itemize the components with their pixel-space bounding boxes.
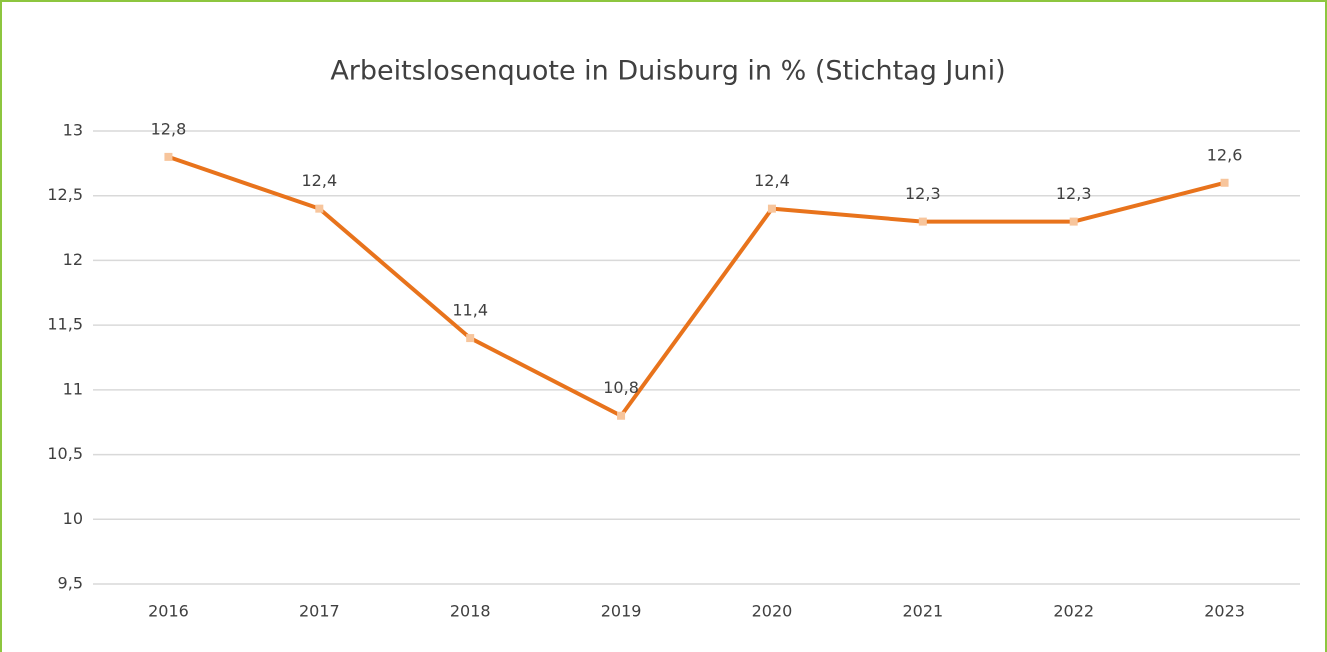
marker bbox=[918, 217, 927, 226]
marker bbox=[315, 204, 324, 213]
x-tick-label: 2021 bbox=[902, 602, 943, 621]
x-tick-label: 2019 bbox=[601, 602, 642, 621]
data-label: 11,4 bbox=[452, 301, 488, 320]
marker bbox=[767, 204, 776, 213]
chart-title: Arbeitslosenquote in Duisburg in % (Stic… bbox=[330, 56, 1005, 87]
x-tick-label: 2016 bbox=[148, 602, 189, 621]
x-tick-label: 2023 bbox=[1204, 602, 1245, 621]
data-label: 12,3 bbox=[905, 184, 941, 203]
marker bbox=[1069, 217, 1078, 226]
data-label: 12,4 bbox=[302, 171, 338, 190]
y-tick-label: 13 bbox=[63, 121, 83, 140]
y-tick-label: 12 bbox=[63, 250, 83, 269]
x-tick-label: 2020 bbox=[752, 602, 793, 621]
data-label: 10,8 bbox=[603, 378, 639, 397]
x-tick-label: 2018 bbox=[450, 602, 491, 621]
y-tick-label: 11,5 bbox=[47, 315, 83, 334]
x-tick-label: 2022 bbox=[1053, 602, 1094, 621]
data-label: 12,8 bbox=[151, 119, 187, 138]
data-label: 12,4 bbox=[754, 171, 790, 190]
y-tick-label: 10 bbox=[63, 509, 83, 528]
data-label: 12,3 bbox=[1056, 184, 1092, 203]
marker bbox=[617, 411, 626, 420]
data-label: 12,6 bbox=[1207, 145, 1243, 164]
marker bbox=[1220, 178, 1229, 187]
line bbox=[167, 154, 1226, 418]
y-tick-label: 9,5 bbox=[58, 574, 83, 593]
y-tick-label: 10,5 bbox=[47, 444, 83, 463]
y-tick-label: 11 bbox=[63, 379, 83, 398]
marker bbox=[466, 334, 475, 343]
x-tick-label: 2017 bbox=[299, 602, 340, 621]
marker bbox=[164, 152, 173, 161]
y-tick-label: 12,5 bbox=[47, 185, 83, 204]
